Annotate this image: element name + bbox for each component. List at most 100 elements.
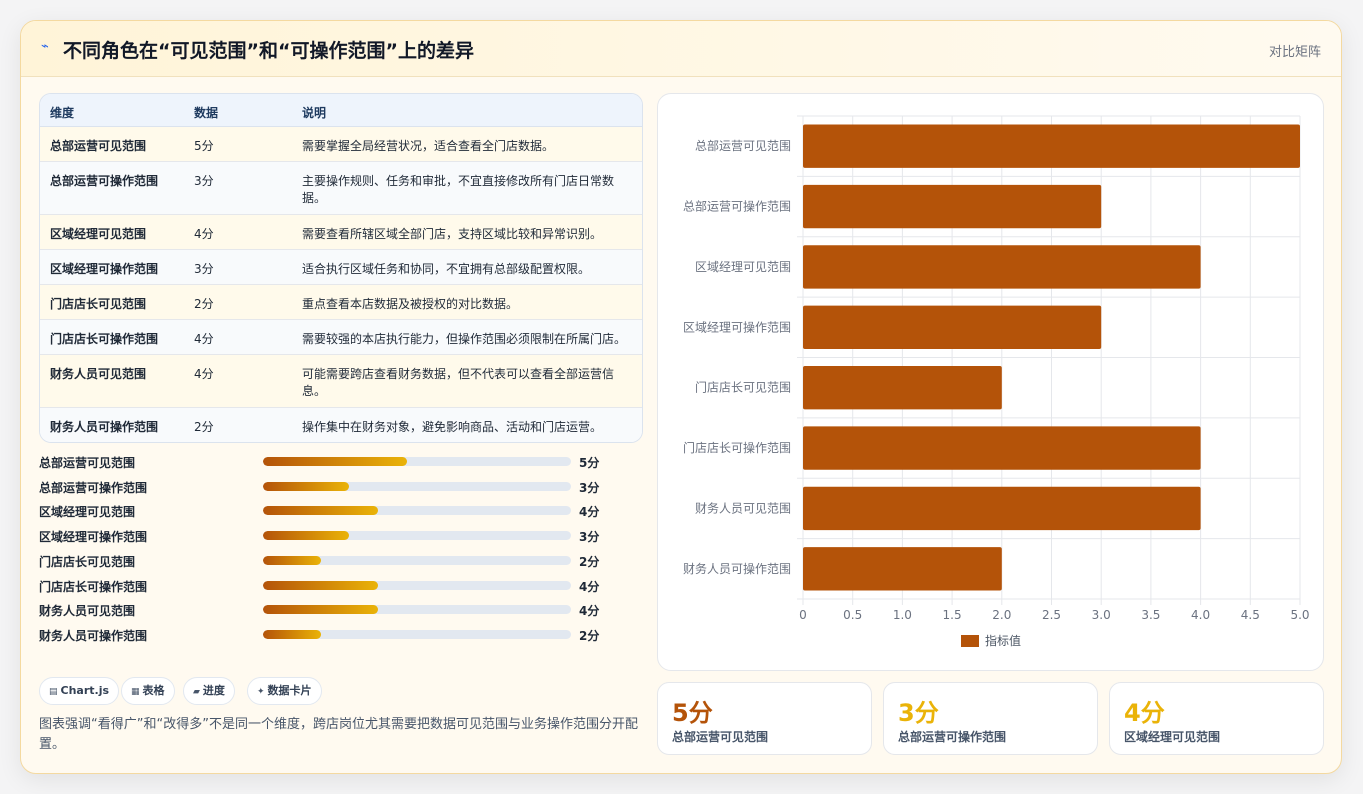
tag-sparkle[interactable]: ✦ 数据卡片 — [247, 677, 322, 705]
y-tick-label: 总部运营可见范围 — [695, 138, 791, 153]
bar — [803, 426, 1201, 470]
table-cell-val: 3分 — [194, 262, 214, 276]
x-tick-label: 1.5 — [943, 608, 962, 622]
progress-value: 3分 — [579, 530, 600, 545]
table-cell-desc: 需要掌握全局经营状况，适合查看全门店数据。 — [302, 139, 555, 153]
stat-card: 3分 总部运营可操作范围 — [883, 682, 1098, 755]
tag-label: 数据卡片 — [267, 684, 312, 697]
tag-label: 表格 — [142, 684, 165, 697]
stat-card: 4分 区域经理可见范围 — [1109, 682, 1324, 755]
x-tick-label: 0.5 — [843, 608, 862, 622]
table-cell-dim: 财务人员可见范围 — [50, 367, 147, 381]
table-row: 总部运营可见范围 5分 需要掌握全局经营状况，适合查看全门店数据。 — [40, 127, 642, 162]
chart-icon: ▤ — [49, 687, 58, 697]
progress-track — [263, 457, 571, 466]
bar — [803, 184, 1102, 229]
progress-row: 财务人员可见范围 4分 — [39, 600, 619, 620]
table-icon: ▦ — [131, 687, 140, 697]
progress-value: 4分 — [579, 579, 600, 594]
progress-label: 财务人员可操作范围 — [39, 628, 148, 643]
progress-fill — [263, 531, 350, 541]
progress-row: 门店店长可见范围 2分 — [39, 551, 619, 571]
progress-fill — [263, 629, 321, 639]
table-row: 门店店长可见范围 2分 重点查看本店数据及被授权的对比数据。 — [40, 285, 642, 320]
progress-fill — [263, 605, 379, 615]
bar — [803, 365, 1002, 410]
progress-track — [263, 506, 571, 516]
table-cell-desc: 主要操作规则、任务和审批，不宜直接修改所有门店日常数据。 — [302, 174, 615, 205]
table-cell-dim: 总部运营可见范围 — [50, 139, 147, 153]
table-cell-val: 3分 — [194, 174, 214, 188]
table-cell-val: 2分 — [194, 297, 214, 311]
progress-row: 区域经理可见范围 4分 — [39, 501, 619, 521]
progress-value: 4分 — [579, 505, 600, 520]
table-cell-val: 4分 — [194, 227, 214, 241]
table-cell-val: 5分 — [194, 139, 214, 153]
bar — [803, 547, 1002, 591]
bar-chart-svg: 0 0.5 1.0 1.5 2.0 2.5 3.0 3.5 4.0 4.5 5.0 总部运营可见范围总… — [683, 115, 1310, 648]
legend-label: 指标值 — [985, 633, 1021, 648]
y-tick-label: 总部运营可操作范围 — [683, 199, 791, 214]
table-cell-dim: 区域经理可操作范围 — [50, 262, 159, 276]
bar — [803, 124, 1300, 168]
table-cell-val: 2分 — [194, 420, 214, 434]
stat-value: 5分 — [672, 699, 713, 727]
x-tick-label: 0 — [799, 608, 807, 622]
progress-track — [263, 629, 571, 639]
y-tick-label: 门店店长可操作范围 — [683, 440, 791, 455]
stat-label: 总部运营可见范围 — [672, 730, 769, 744]
table-cell-dim: 门店店长可见范围 — [50, 297, 147, 311]
table-header-dim: 维度 — [50, 106, 75, 120]
progress-label: 区域经理可见范围 — [39, 505, 136, 520]
legend-swatch — [961, 635, 979, 647]
y-tick-label: 财务人员可见范围 — [695, 500, 791, 515]
progress-fill — [263, 506, 379, 516]
table-row: 总部运营可操作范围 3分 主要操作规则、任务和审批，不宜直接修改所有门店日常数据。 — [40, 162, 642, 215]
x-tick-label: 2.0 — [992, 608, 1011, 622]
tag-chart[interactable]: ▤ Chart.js — [39, 677, 120, 705]
progress-value: 5分 — [579, 456, 600, 470]
progress-icon: ▰ — [193, 687, 200, 697]
progress-label: 总部运营可操作范围 — [39, 480, 148, 495]
progress-track — [263, 555, 571, 565]
progress-track — [263, 481, 571, 491]
progress-fill — [263, 481, 350, 491]
progress-track — [263, 580, 571, 590]
progress-label: 门店店长可操作范围 — [39, 579, 148, 594]
y-tick-label: 区域经理可操作范围 — [683, 319, 791, 334]
y-tick-label: 门店店长可见范围 — [695, 380, 791, 395]
table-header-val: 数据 — [194, 106, 219, 120]
tag-label: Chart.js — [60, 684, 110, 697]
table-cell-desc: 适合执行区域任务和协同，不宜拥有总部级配置权限。 — [302, 262, 591, 276]
progress-fill — [263, 457, 407, 466]
table-row: 区域经理可操作范围 3分 适合执行区域任务和协同，不宜拥有总部级配置权限。 — [40, 250, 642, 285]
pulse-icon: ⌁ — [41, 39, 49, 54]
sparkle-icon: ✦ — [257, 687, 265, 697]
table-cell-dim: 区域经理可见范围 — [50, 227, 147, 241]
table-cell-desc: 需要较强的本店执行能力，但操作范围必须限制在所属门店。 — [302, 332, 627, 346]
x-tick-label: 3.0 — [1092, 608, 1111, 622]
table-cell-desc: 可能需要跨店查看财务数据，但不代表可以查看全部运营信息。 — [302, 367, 615, 398]
bar — [803, 305, 1102, 350]
x-tick-label: 2.5 — [1042, 608, 1061, 622]
x-tick-label: 1.0 — [893, 608, 912, 622]
tag-progress[interactable]: ▰ 进度 — [183, 677, 235, 705]
tag-table[interactable]: ▦ 表格 — [121, 677, 175, 705]
progress-row: 总部运营可见范围 5分 — [39, 452, 619, 472]
progress-label: 区域经理可操作范围 — [39, 530, 148, 545]
progress-track — [263, 605, 571, 615]
table-row: 财务人员可见范围 4分 可能需要跨店查看财务数据，但不代表可以查看全部运营信息。 — [40, 355, 642, 408]
table-row: 区域经理可见范围 4分 需要查看所辖区域全部门店，支持区域比较和异常识别。 — [40, 215, 642, 250]
matrix-link[interactable]: 对比矩阵 — [1268, 45, 1321, 60]
x-tick-label: 4.0 — [1191, 608, 1210, 622]
progress-value: 3分 — [579, 480, 600, 495]
page-title: 不同角色在“可见范围”和“可操作范围”上的差异 — [63, 40, 474, 62]
table-cell-val: 4分 — [194, 332, 214, 346]
progress-row: 总部运营可操作范围 3分 — [39, 477, 619, 497]
stat-value: 4分 — [1124, 699, 1165, 727]
table-header-desc: 说明 — [302, 106, 327, 120]
progress-row: 财务人员可操作范围 2分 — [39, 625, 619, 645]
x-tick-label: 4.5 — [1241, 608, 1260, 622]
bar-chart: 0 0.5 1.0 1.5 2.0 2.5 3.0 3.5 4.0 4.5 5.0 总部运营可见范围总… — [657, 93, 1324, 671]
card-header: ⌁ 不同角色在“可见范围”和“可操作范围”上的差异 对比矩阵 — [21, 21, 1341, 77]
